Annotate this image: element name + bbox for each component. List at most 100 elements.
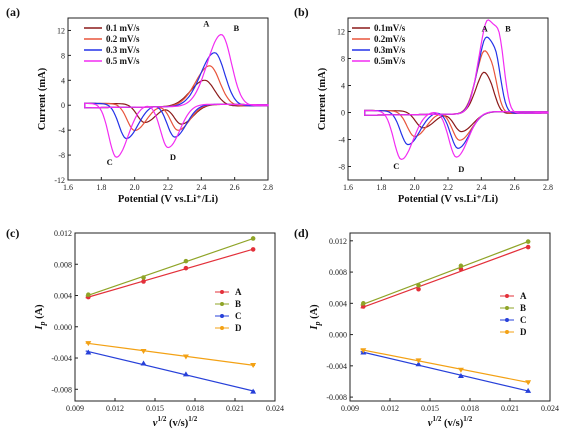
x-axis-label: Potential (V vs.Li⁺/Li) xyxy=(118,194,219,205)
ip-plot-c: (c) 0.009 0.012 0.015 0.018 0.021 0.024 -0.008… xyxy=(6,226,284,429)
x-tick-label: 1.6 xyxy=(343,183,353,192)
data-point xyxy=(250,388,257,394)
legend-marker xyxy=(220,302,224,306)
x-tick-label: 0.024 xyxy=(541,404,559,413)
legend-marker xyxy=(220,326,224,330)
fit-line xyxy=(85,342,256,367)
x-tick-label: 2.0 xyxy=(130,183,140,192)
y-tick-label: 12 xyxy=(337,28,345,37)
y-tick-label: 0.004 xyxy=(54,292,72,301)
y-tick-label: 8 xyxy=(61,51,65,60)
legend-label: B xyxy=(520,303,526,313)
data-point xyxy=(525,239,531,244)
legend-label: 0.1 mV/s xyxy=(106,23,140,33)
y-tick-label: 0.000 xyxy=(54,323,72,332)
ip-plot-d: (d) 0.009 0.012 0.015 0.018 0.021 0.024 -0.008… xyxy=(294,226,559,429)
x-tick-label: 0.021 xyxy=(501,404,519,413)
legend-label: 0.2mV/s xyxy=(374,34,406,44)
y-tick-label: 0 xyxy=(341,109,345,118)
fit-line xyxy=(360,245,531,309)
x-axis-label: v1/2 (v/s)1/2 xyxy=(153,415,198,429)
peak-annotation: A xyxy=(482,24,489,34)
legend-label: 0.1mV/s xyxy=(374,23,406,33)
data-point xyxy=(250,247,256,252)
data-point xyxy=(141,275,146,280)
y-axis-label: Current (mA) xyxy=(317,67,328,130)
data-point xyxy=(525,244,531,250)
y-axis-label: Current (mA) xyxy=(37,67,48,130)
y-tick-label: -0.008 xyxy=(51,385,72,394)
panel-label-b: (b) xyxy=(294,5,309,19)
y-tick-label: -0.004 xyxy=(326,362,347,371)
data-point xyxy=(182,354,189,360)
legend-label: 0.3 mV/s xyxy=(106,45,140,55)
cv-curve xyxy=(364,71,549,133)
x-tick-label: 0.018 xyxy=(186,404,204,413)
x-tick-label: 1.8 xyxy=(376,183,386,192)
y-tick-label: 0.012 xyxy=(54,229,72,238)
x-tick-label: 2.2 xyxy=(443,183,453,192)
y-axis-label: Ip (A) xyxy=(309,304,322,331)
legend-label: C xyxy=(235,311,242,321)
x-tick-label: 1.6 xyxy=(63,183,73,192)
x-tick-label: 2.8 xyxy=(543,183,553,192)
data-point xyxy=(182,371,189,377)
legend-label: A xyxy=(235,287,242,297)
plot-frame xyxy=(349,232,551,402)
peak-annotation: A xyxy=(203,19,210,29)
data-point xyxy=(457,372,464,378)
legend-label: D xyxy=(235,323,242,333)
peak-annotation: C xyxy=(107,157,113,167)
x-tick-label: 2.2 xyxy=(163,183,173,192)
data-point xyxy=(85,349,92,355)
x-tick-label: 0.012 xyxy=(106,404,124,413)
x-tick-label: 2.0 xyxy=(410,183,420,192)
data-point xyxy=(141,279,146,284)
x-tick-label: 2.4 xyxy=(196,183,206,192)
data-point xyxy=(86,292,91,298)
legend-label: C xyxy=(520,315,527,325)
x-axis-label: v1/2 (v/s)1/2 xyxy=(428,415,473,429)
y-tick-label: 0 xyxy=(61,101,65,110)
x-tick-label: 0.009 xyxy=(66,404,84,413)
peak-annotation: C xyxy=(393,161,399,171)
y-tick-label: -8 xyxy=(58,151,65,160)
x-tick-label: 0.015 xyxy=(146,404,164,413)
data-point xyxy=(140,348,147,354)
y-tick-label: 4 xyxy=(61,76,65,85)
data-point xyxy=(415,361,422,367)
y-tick-label: 0.000 xyxy=(329,331,347,340)
x-tick-label: 0.024 xyxy=(266,404,284,413)
y-tick-label: 4 xyxy=(341,82,345,91)
data-point xyxy=(416,286,421,292)
data-point xyxy=(250,363,257,369)
x-tick-label: 2.8 xyxy=(263,183,273,192)
x-tick-label: 0.012 xyxy=(381,404,399,413)
x-tick-label: 0.015 xyxy=(421,404,439,413)
data-point xyxy=(85,341,92,347)
y-tick-label: 8 xyxy=(341,55,345,64)
cv-plot-b: (b) 1.6 1.8 2.0 2.2 2.4 2.6 2.8 -8 -4 0 4 8 12 0.1mV/… xyxy=(294,5,553,205)
data-point xyxy=(458,263,464,269)
peak-annotation: D xyxy=(170,152,176,162)
y-tick-label: -0.004 xyxy=(51,354,72,363)
x-tick-label: 2.4 xyxy=(476,183,486,192)
legend-marker xyxy=(220,314,224,318)
legend-marker xyxy=(505,306,509,310)
legend-label: D xyxy=(520,327,527,337)
y-tick-label: -4 xyxy=(338,136,345,145)
fit-line xyxy=(360,348,531,384)
panel-label-d: (d) xyxy=(294,226,309,240)
x-tick-label: 0.009 xyxy=(341,404,359,413)
legend-marker xyxy=(505,318,509,322)
y-tick-label: -4 xyxy=(58,126,65,135)
x-tick-label: 1.8 xyxy=(96,183,106,192)
fit-line xyxy=(360,351,531,393)
legend-marker xyxy=(505,294,509,298)
cv-curve xyxy=(84,33,269,158)
data-point xyxy=(250,236,256,241)
legend-label: 0.3mV/s xyxy=(374,45,406,55)
legend-label: 0.5mV/s xyxy=(374,56,406,66)
legend-label: B xyxy=(235,299,241,309)
fit-line xyxy=(85,237,256,297)
